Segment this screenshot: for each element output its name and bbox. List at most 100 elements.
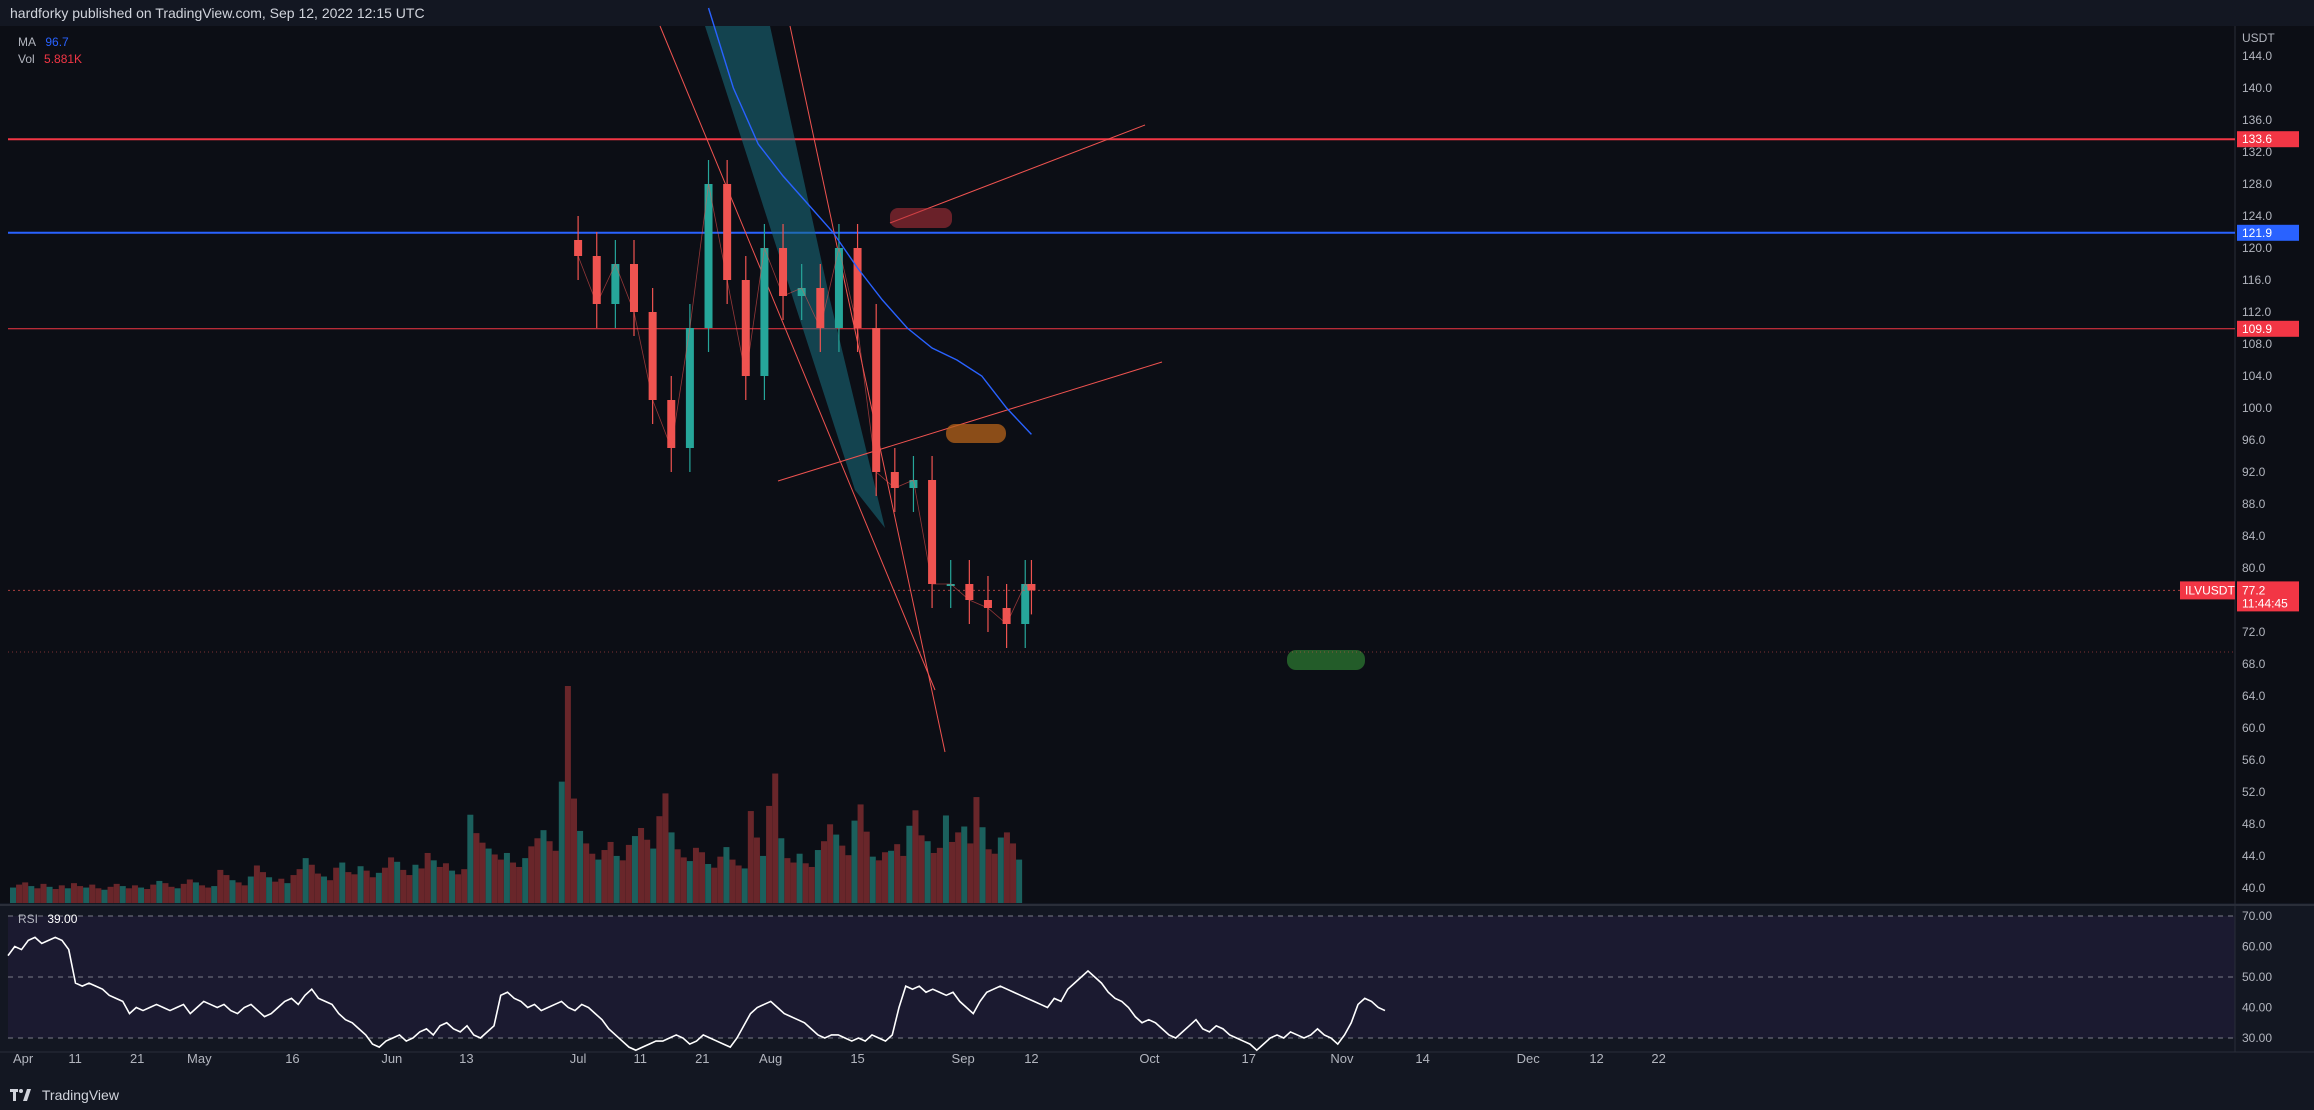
moving-average-line[interactable] xyxy=(707,7,1032,435)
volume-bar xyxy=(302,858,309,903)
volume-bar xyxy=(333,867,340,903)
price-candle xyxy=(704,184,713,328)
countdown-label: 11:44:45 xyxy=(2242,596,2288,610)
volume-bar xyxy=(491,854,498,903)
support-zone-highlight[interactable] xyxy=(946,424,1006,443)
volume-bar xyxy=(546,841,553,903)
volume-bar xyxy=(119,886,126,903)
volume-bar xyxy=(40,883,47,903)
x-tick-label: Sep xyxy=(952,1051,975,1066)
volume-bar xyxy=(205,887,212,903)
target-zone-highlight[interactable] xyxy=(1287,650,1365,670)
volume-bar xyxy=(308,864,315,903)
x-tick-label: 22 xyxy=(1651,1051,1665,1066)
rsi-tick-label: 60.00 xyxy=(2242,940,2272,954)
volume-bar xyxy=(320,876,327,903)
symbol-tag[interactable] xyxy=(2180,581,2235,600)
y-tick-label: 68.0 xyxy=(2242,657,2266,671)
volume-bar xyxy=(369,877,376,903)
x-tick-label: Oct xyxy=(1139,1051,1160,1066)
volume-bar xyxy=(869,856,876,903)
volume-bar xyxy=(510,862,517,903)
x-tick-label: 16 xyxy=(285,1051,299,1066)
price-candle xyxy=(574,240,583,256)
resistance-zone-highlight[interactable] xyxy=(890,208,952,228)
x-tick-label: 12 xyxy=(1024,1051,1038,1066)
price-candle xyxy=(630,264,638,312)
tradingview-logo-icon[interactable] xyxy=(10,1089,32,1102)
volume-bar xyxy=(186,879,193,903)
price-candle xyxy=(1021,584,1030,624)
volume-bar xyxy=(857,804,864,903)
chart-canvas[interactable]: USDT144.0140.0136.0132.0128.0124.0120.01… xyxy=(0,0,2314,1080)
rsi-legend-value: 39.00 xyxy=(47,912,78,926)
publisher-header: hardforky published on TradingView.com, … xyxy=(0,0,2314,26)
vol-legend-row[interactable]: Vol 5.881K xyxy=(18,51,82,68)
volume-bar xyxy=(839,845,846,903)
volume-bar xyxy=(357,866,364,903)
y-tick-label: 144.0 xyxy=(2242,49,2272,63)
ma-legend-row[interactable]: MA 96.7 xyxy=(18,34,82,51)
y-tick-label: 124.0 xyxy=(2242,209,2272,223)
footer-brand: TradingView xyxy=(41,1086,119,1103)
falling-channel-fill xyxy=(705,26,885,528)
volume-bar xyxy=(918,835,925,903)
volume-bar xyxy=(875,860,882,903)
trendline-outer[interactable] xyxy=(659,25,936,691)
y-tick-label: 44.0 xyxy=(2242,849,2266,863)
volume-bar xyxy=(125,888,132,903)
x-tick-label: May xyxy=(187,1051,212,1066)
y-tick-label: 100.0 xyxy=(2242,401,2272,415)
volume-bar xyxy=(570,798,577,903)
x-tick-label: 17 xyxy=(1242,1051,1256,1066)
price-candle xyxy=(797,288,806,296)
volume-bar xyxy=(64,888,71,903)
rsi-tick-label: 40.00 xyxy=(2242,1001,2272,1015)
indicator-legend: MA 96.7 Vol 5.881K xyxy=(18,34,82,68)
price-series-line xyxy=(577,183,1032,625)
y-tick-label: 140.0 xyxy=(2242,81,2272,95)
volume-bar xyxy=(729,859,736,903)
volume-bar xyxy=(223,875,230,903)
rsi-legend[interactable]: RSI 39.00 xyxy=(18,912,77,926)
y-tick-label: 40.0 xyxy=(2242,881,2266,895)
volume-bar xyxy=(967,843,974,903)
price-pane[interactable] xyxy=(0,26,2314,903)
y-tick-label: 64.0 xyxy=(2242,689,2266,703)
trendline-upper-rising[interactable] xyxy=(889,124,1146,224)
rsi-tick-label: 70.00 xyxy=(2242,909,2272,923)
volume-bar xyxy=(631,836,638,903)
volume-bar xyxy=(241,885,248,903)
y-tick-label: 136.0 xyxy=(2242,113,2272,127)
volume-bar xyxy=(192,882,199,903)
volume-bar xyxy=(686,861,693,903)
level-price-tag xyxy=(2237,131,2299,148)
price-candle xyxy=(592,256,601,304)
volume-bar xyxy=(327,880,334,903)
level-price-tag xyxy=(2237,320,2299,337)
vol-legend-value: 5.881K xyxy=(44,52,83,66)
volume-bar xyxy=(796,853,803,903)
volume-bar xyxy=(479,842,486,903)
volume-bar xyxy=(699,852,706,903)
volume-bar xyxy=(497,859,504,903)
volume-bar xyxy=(455,874,462,903)
volume-bar xyxy=(156,880,163,903)
rsi-line[interactable] xyxy=(7,936,1386,1052)
y-tick-label: 120.0 xyxy=(2242,241,2272,255)
volume-bar xyxy=(266,877,273,903)
y-tick-label: 52.0 xyxy=(2242,785,2266,799)
volume-bar xyxy=(778,838,785,903)
volume-bar xyxy=(760,855,767,903)
trendline-lower-rising[interactable] xyxy=(777,361,1163,482)
y-tick-label: 84.0 xyxy=(2242,529,2266,543)
volume-bar xyxy=(985,849,992,903)
volume-bar xyxy=(638,827,645,903)
trendline-inner[interactable] xyxy=(789,25,946,753)
volume-bar xyxy=(46,886,53,903)
volume-bar xyxy=(131,885,138,903)
volume-bar xyxy=(296,869,303,903)
volume-bar xyxy=(22,882,29,903)
volume-bar xyxy=(930,852,937,903)
x-tick-label: 14 xyxy=(1415,1051,1429,1066)
